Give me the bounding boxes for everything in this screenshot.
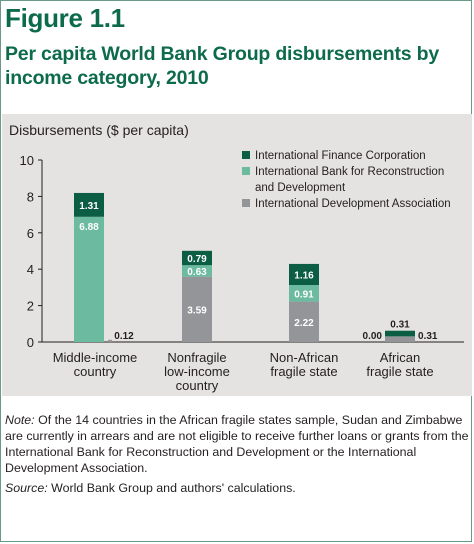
figure-title: Per capita World Bank Group disbursement… (5, 43, 440, 89)
y-tick-label: 10 (20, 153, 34, 168)
figure-number: Figure 1.1 (5, 3, 125, 33)
data-label-ibrd: 0.63 (187, 267, 207, 278)
data-label-ibrd: 6.88 (79, 222, 99, 233)
bar-segment-ifc (182, 250, 212, 266)
legend-swatch-ibrd (242, 167, 250, 175)
x-category-label: Middle-income (53, 350, 138, 365)
x-category-label: country (74, 364, 117, 379)
note-text: Of the 14 countries in the African fragi… (5, 413, 469, 475)
bar-segment-ibrd (74, 216, 104, 342)
figure-notes: Note: Of the 14 countries in the African… (5, 412, 469, 496)
legend-label-ifc: International Finance Corporation (255, 150, 426, 162)
note-label: Note: (5, 413, 35, 427)
data-label-ibrd: 0.91 (294, 289, 314, 300)
x-category-label: African (380, 350, 420, 365)
bar-segment-ibrd (182, 265, 212, 277)
x-category-label: Nonfragile (167, 350, 226, 365)
x-category-label: fragile state (270, 364, 337, 379)
data-label-ida: 3.59 (187, 305, 207, 316)
legend-label-ibrd: and Development (255, 182, 346, 194)
source-label: Source: (5, 481, 48, 495)
y-tick-label: 2 (27, 299, 34, 314)
x-category-label: country (176, 378, 219, 393)
data-label-ida: 2.22 (294, 318, 314, 329)
source-paragraph: Source: World Bank Group and authors' ca… (5, 480, 469, 496)
x-category-label: low-income (164, 364, 230, 379)
legend-label-ida: International Development Association (255, 198, 451, 210)
x-category-label: Non-African (270, 350, 339, 365)
legend-swatch-ida (242, 199, 250, 207)
data-label-ifc: 0.79 (187, 254, 207, 265)
bar-segment-ifc (74, 192, 104, 217)
chart-panel: Disbursements ($ per capita) 0 2 4 6 8 10 1.31 6… (2, 114, 472, 396)
y-tick-label: 4 (27, 262, 34, 277)
data-label-ifc: 1.16 (294, 270, 314, 281)
data-label-ida: 0.12 (114, 331, 134, 342)
bar-segment-ida (385, 336, 415, 342)
source-text: World Bank Group and authors' calculatio… (51, 481, 296, 495)
data-label-ifc: 0.31 (390, 320, 410, 331)
data-label-ifc: 1.31 (79, 201, 99, 212)
bar-segment-ida (182, 276, 212, 342)
legend-swatch-ifc (242, 151, 250, 159)
y-tick-label: 8 (27, 189, 34, 204)
stacked-bar-chart: Disbursements ($ per capita) 0 2 4 6 8 10 1.31 6… (9, 122, 464, 393)
x-category-label: fragile state (366, 364, 433, 379)
y-axis-label: Disbursements ($ per capita) (9, 122, 189, 138)
bar-segment-ibrd (289, 285, 319, 302)
legend-label-ibrd: International Bank for Reconstruction (255, 166, 444, 178)
bar-segment-ifc (385, 330, 415, 337)
y-tick-label: 6 (27, 226, 34, 241)
data-label-ida: 0.31 (418, 331, 438, 342)
note-paragraph: Note: Of the 14 countries in the African… (5, 412, 469, 476)
y-tick-label: 0 (27, 335, 34, 350)
bar-segment-ifc (289, 263, 319, 286)
bar-segment-ida (289, 301, 319, 342)
data-label-ibrd: 0.00 (363, 331, 383, 342)
bar-segment-ida (108, 339, 112, 342)
